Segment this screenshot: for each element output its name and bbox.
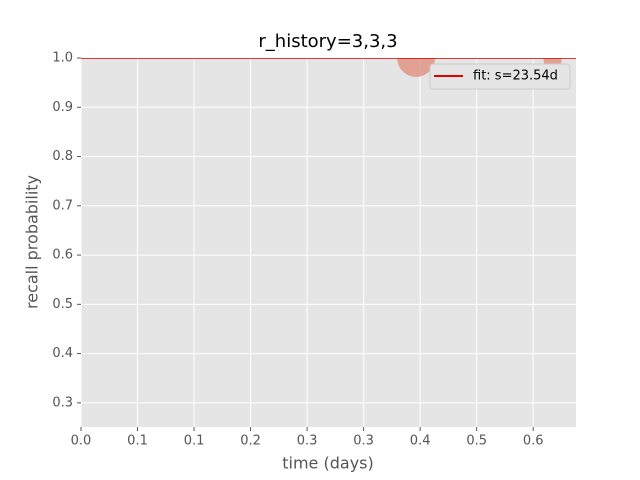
y-tick-label: 0.4: [52, 346, 73, 361]
y-tick-label: 0.9: [52, 100, 73, 115]
x-tick-label: 0.1: [184, 434, 205, 449]
y-tick-label: 0.7: [52, 198, 73, 213]
x-tick-label: 0.6: [523, 434, 544, 449]
x-axis-label: time (days): [282, 454, 373, 473]
x-tick-label: 0.0: [71, 434, 92, 449]
legend-label: fit: s=23.54d: [473, 69, 558, 84]
plot-area: [81, 58, 576, 427]
x-tick-label: 0.3: [353, 434, 374, 449]
legend-box: [429, 63, 571, 90]
x-tick-label: 0.3: [297, 434, 318, 449]
y-tick-label: 0.6: [52, 248, 73, 263]
y-axis-label: recall probability: [23, 175, 42, 309]
x-tick-label: 0.5: [466, 434, 487, 449]
y-tick-label: 0.8: [52, 149, 73, 164]
x-tick-label: 0.2: [240, 434, 261, 449]
y-tick-label: 1.0: [52, 51, 73, 66]
point: [397, 58, 436, 77]
y-tick-label: 0.5: [52, 297, 73, 312]
x-tick-label: 0.1: [127, 434, 148, 449]
x-tick-label: 0.4: [410, 434, 431, 449]
y-tick-label: 0.3: [52, 395, 73, 410]
chart-title: r_history=3,3,3: [258, 31, 397, 52]
